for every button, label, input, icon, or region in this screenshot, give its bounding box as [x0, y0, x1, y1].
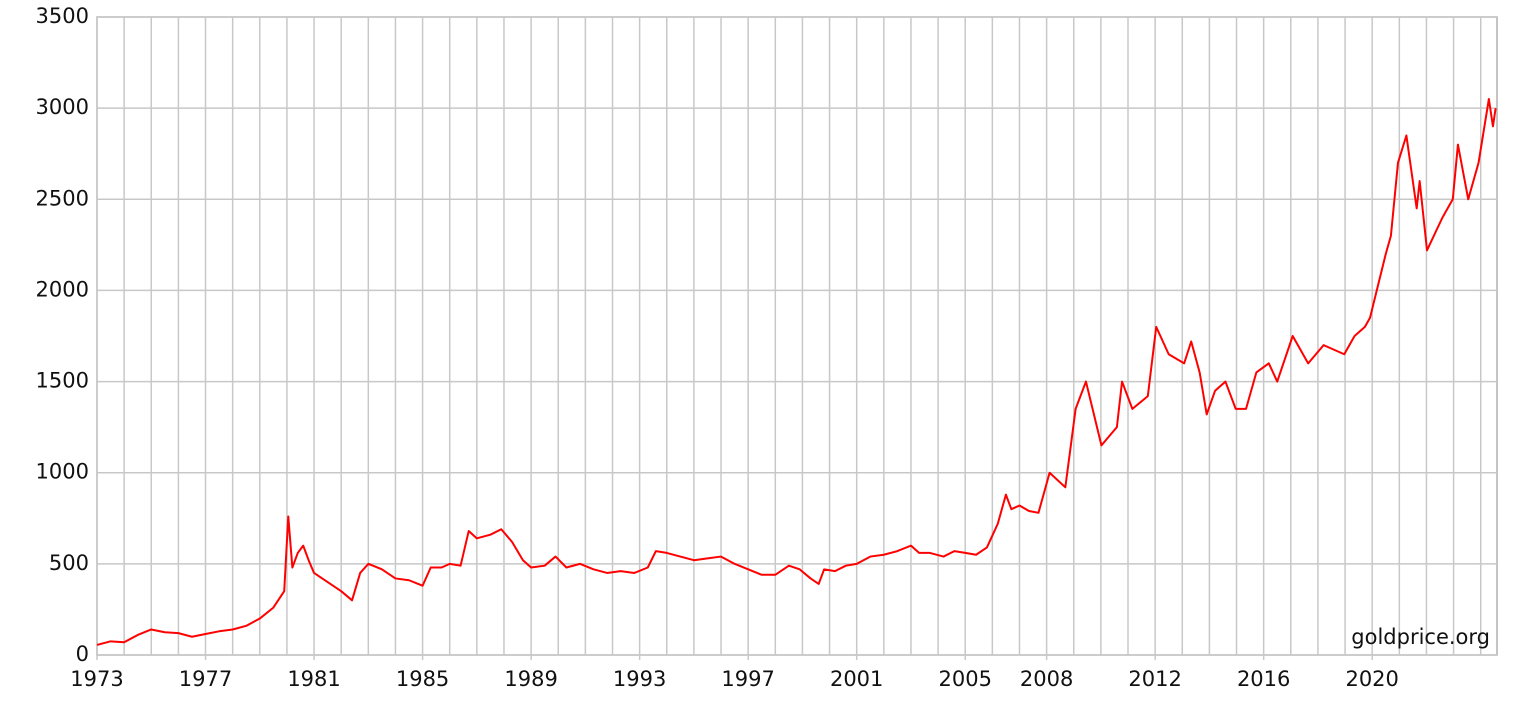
- x-tick-label: 1997: [721, 667, 774, 691]
- x-tick-label: 1973: [70, 667, 123, 691]
- y-tick-label: 500: [49, 551, 89, 575]
- x-tick-label: 2005: [938, 667, 991, 691]
- x-tick-label: 2001: [830, 667, 883, 691]
- plot-frame: [96, 16, 1498, 656]
- x-tick-label: 2016: [1237, 667, 1290, 691]
- x-tick-label: 1993: [613, 667, 666, 691]
- annotation: goldprice.org: [1351, 625, 1490, 649]
- y-tick-label: 3000: [36, 95, 89, 119]
- y-tick-label: 0: [76, 642, 89, 666]
- x-tick-label: 2008: [1020, 667, 1073, 691]
- x-tick-label: 1981: [287, 667, 340, 691]
- x-tick-label: 2012: [1128, 667, 1181, 691]
- x-tick-label: 2020: [1345, 667, 1398, 691]
- price-line: [96, 98, 1497, 646]
- y-tick-label: 2000: [36, 277, 89, 301]
- y-tick-label: 3500: [36, 4, 89, 28]
- x-tick-label: 1985: [396, 667, 449, 691]
- x-tick-label: 1977: [179, 667, 232, 691]
- y-tick-label: 2500: [36, 186, 89, 210]
- x-tick-label: 1989: [504, 667, 557, 691]
- y-tick-label: 1000: [36, 460, 89, 484]
- y-tick-label: 1500: [36, 369, 89, 393]
